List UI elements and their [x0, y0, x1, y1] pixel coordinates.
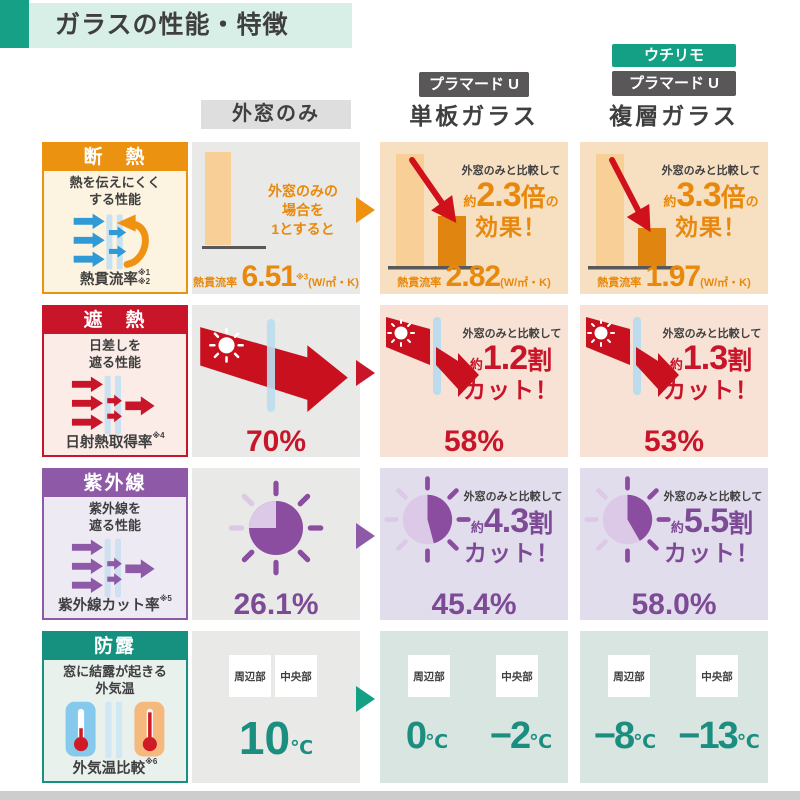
insulation-label-box: 断 熱 熱を伝えにくく する性能 熱貫流率※1 ※ — [42, 142, 188, 294]
uv-double-cell: 外窓のみと比較して 約5.5割 カット！ 58.0% — [580, 468, 768, 621]
uchirimo-badge: ウチリモ — [612, 44, 736, 67]
cut-claim: 約5.5割 — [670, 502, 754, 540]
effect-claim-sub: 効果！ — [475, 214, 547, 240]
page-title: ガラスの性能・特徴 — [29, 3, 352, 48]
uv-row-header: 紫外線 — [44, 470, 186, 497]
heat-shield-metric-label: 日射熱取得率※4 — [65, 431, 165, 451]
effect-claim: 約3.3倍の — [663, 176, 759, 214]
compare-note: 外窓のみと比較して — [462, 328, 562, 340]
uv-sun-pie-icon — [584, 476, 671, 563]
heat-shield-double-cell: 外窓のみと比較して 約1.3割 カット！ 53% — [580, 305, 768, 458]
uv-label-box: 紫外線 紫外線を 遮る性能 紫外線カット率※5 — [42, 468, 188, 620]
cut-claim-sub: カット！ — [464, 540, 560, 566]
insulation-single-cell: 外窓のみと比較して 約2.3倍の 効果！ 熱貫流率 2.82(W/㎡・K) — [380, 142, 568, 294]
center-label-box: 中央部 — [275, 655, 317, 697]
condensation-metric-label: 外気温比較※6 — [72, 757, 158, 777]
plamado-u-badge-double: プラマード U — [612, 71, 736, 96]
uv-sun-pie-icon — [228, 480, 324, 576]
metric-footnote: ※4 — [152, 431, 165, 440]
edge-label-box: 周辺部 — [608, 655, 650, 697]
column-header-outer-only: 外窓のみ — [201, 100, 351, 129]
insulation-metric-label: 熱貫流率※1 ※2 — [79, 268, 151, 288]
temp-center-double: −13℃ — [678, 715, 760, 757]
uv-description: 紫外線を 遮る性能 — [88, 501, 141, 533]
flow-arrow-icon — [356, 197, 375, 223]
column-header-double-glass: 複層ガラス — [609, 103, 739, 129]
center-label-box: 中央部 — [696, 655, 738, 697]
baseline-bar — [205, 152, 231, 245]
temp-edge-double: −8℃ — [593, 715, 657, 757]
edge-label-box: 周辺部 — [229, 655, 271, 697]
heat-shield-outer-cell: 70% — [192, 305, 360, 458]
shgc-outer: 70% — [245, 425, 307, 458]
bottom-strip — [0, 791, 800, 800]
heat-shield-label-box: 遮 熱 日差しを 遮る性能 日射熱取得率※4 — [42, 305, 188, 457]
uv-sun-pie-icon — [384, 476, 471, 563]
shgc-double: 53% — [643, 425, 705, 458]
insulation-outer-cell: 外窓のみの 場合を 1とすると 熱貫流率 6.51※3(W/㎡・K) — [192, 142, 360, 294]
uv-metric-label: 紫外線カット率※5 — [58, 594, 172, 614]
condensation-label-box: 防露 窓に結露が起きる 外気温 外気温比較※ — [42, 631, 188, 783]
cut-claim: 約1.2割 — [469, 339, 553, 377]
cut-claim: 約1.3割 — [669, 339, 753, 377]
uv-cut-double: 58.0% — [631, 588, 717, 621]
temp-outer: 10℃ — [238, 712, 314, 764]
axis-line — [202, 246, 266, 249]
condensation-single-cell: 周辺部 中央部 0℃ −2℃ — [380, 631, 568, 783]
condensation-outer-cell: 周辺部 中央部 10℃ — [192, 631, 360, 783]
insulation-double-cell: 外窓のみと比較して 約3.3倍の 効果！ 熱貫流率 1.97(W/㎡・K) — [580, 142, 768, 294]
insulation-row-header: 断 熱 — [44, 144, 186, 171]
cut-claim-sub: カット！ — [664, 540, 760, 566]
heat-cut-icon — [386, 317, 479, 397]
cut-claim-sub: カット！ — [663, 377, 759, 403]
heat-shield-row-header: 遮 熱 — [44, 307, 186, 334]
column-header-single-glass: 単板ガラス — [409, 103, 539, 129]
u-value-outer: 熱貫流率 6.51※3(W/㎡・K) — [193, 260, 359, 293]
metric-footnote: ※6 — [145, 757, 158, 766]
heat-shield-description: 日差しを 遮る性能 — [88, 338, 141, 370]
heat-shield-single-cell: 外窓のみと比較して 約1.2割 カット！ 58% — [380, 305, 568, 458]
uv-icon — [44, 537, 186, 599]
uv-cut-outer: 26.1% — [233, 588, 319, 621]
heat-cut-icon — [586, 317, 679, 397]
flow-arrow-icon — [356, 686, 375, 712]
temp-edge-single: 0℃ — [405, 715, 449, 757]
uv-single-cell: 外窓のみと比較して 約4.3割 カット！ 45.4% — [380, 468, 568, 621]
center-label-box: 中央部 — [496, 655, 538, 697]
title-accent-square — [0, 0, 29, 48]
uv-cut-single: 45.4% — [431, 588, 517, 621]
compare-note: 外窓のみと比較して — [661, 165, 761, 177]
insulation-icon — [44, 211, 186, 273]
effect-claim-sub: 効果！ — [675, 214, 747, 240]
condensation-description: 窓に結露が起きる 外気温 — [63, 664, 167, 696]
bar-chart-2x — [388, 154, 480, 270]
metric-footnote: ※5 — [159, 594, 172, 603]
cut-claim-sub: カット！ — [463, 377, 559, 403]
temp-center-single: −2℃ — [489, 715, 553, 757]
solar-heat-arrow-icon — [200, 319, 348, 412]
condensation-row-header: 防露 — [44, 633, 186, 660]
compare-note: 外窓のみと比較して — [461, 165, 561, 177]
u-value-double: 熱貫流率 1.97(W/㎡・K) — [597, 260, 751, 293]
flow-arrow-icon — [356, 523, 375, 549]
cut-claim: 約4.3割 — [470, 502, 554, 540]
insulation-description: 熱を伝えにくく する性能 — [69, 175, 161, 207]
edge-label-box: 周辺部 — [408, 655, 450, 697]
thermometer-icon — [44, 700, 186, 760]
compare-note: 外窓のみと比較して — [662, 328, 762, 340]
heat-shield-icon — [44, 374, 186, 436]
effect-claim: 約2.3倍の — [463, 176, 559, 214]
uv-outer-cell: 26.1% — [192, 468, 360, 621]
flow-arrow-icon — [356, 360, 375, 386]
condensation-double-cell: 周辺部 中央部 −8℃ −13℃ — [580, 631, 768, 783]
bar-chart-3x — [588, 154, 680, 270]
u-value-single: 熱貫流率 2.82(W/㎡・K) — [397, 260, 551, 293]
metric-footnotes: ※1 ※2 — [137, 268, 151, 287]
compare-note: 外窓のみと比較して — [663, 491, 763, 503]
compare-note: 外窓のみと比較して — [463, 491, 563, 503]
shgc-single: 58% — [443, 425, 505, 458]
baseline-caption: 外窓のみの 場合を 1とすると — [268, 183, 338, 237]
plamado-u-badge-single: プラマード U — [419, 72, 529, 97]
